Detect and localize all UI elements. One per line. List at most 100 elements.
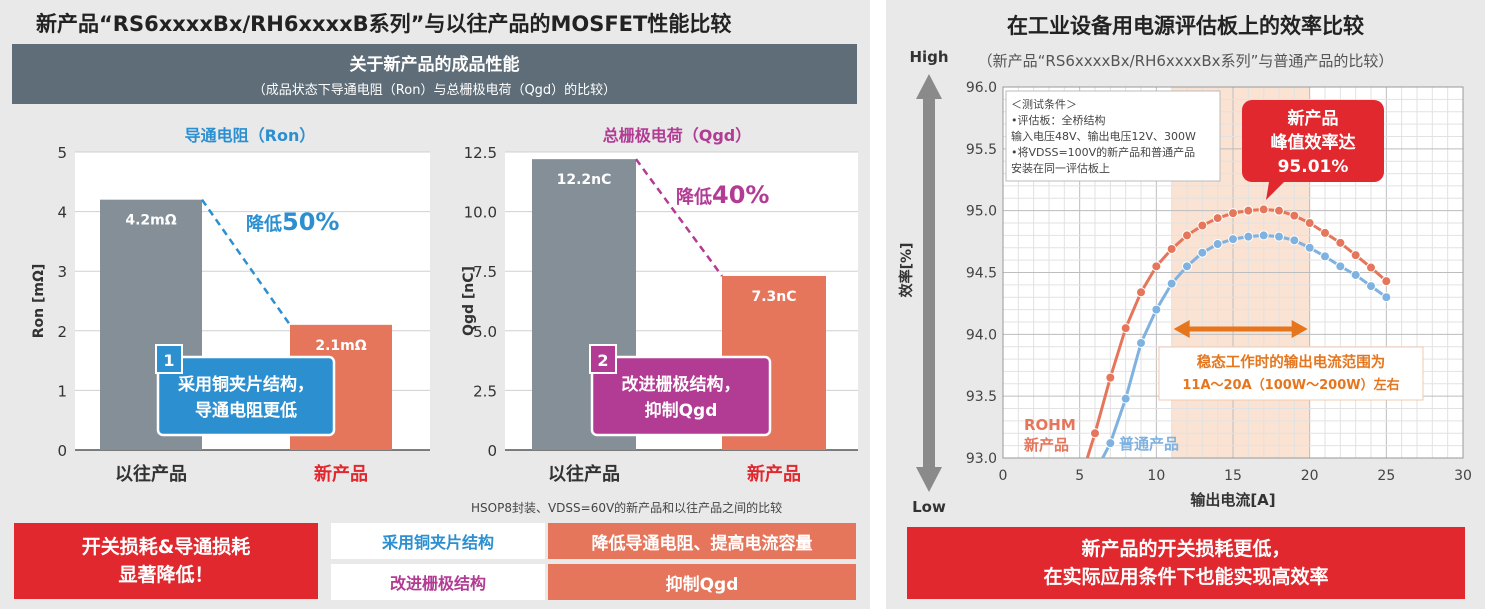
plot-border xyxy=(1002,86,1464,459)
y-tick-label: 94.0 xyxy=(966,327,997,343)
reduction-value: 40% xyxy=(712,181,769,209)
callout-text: 抑制Qgd xyxy=(645,400,718,421)
y-tick-label: 93.0 xyxy=(966,451,997,467)
efficiency-chart-subtitle: （新产品“RS6xxxxBx/RH6xxxxBx系列”与普通产品的比较） xyxy=(977,52,1394,70)
x-axis-label: 输出电流[A] xyxy=(1190,491,1275,509)
y-tick-label: 5 xyxy=(57,144,67,162)
efficiency-line-chart: 93.0 93.5 94.0 94.5 95.0 95.5 96.0 0 5 10 15 20 25 30… xyxy=(898,48,1472,516)
axis-arrow-shaft xyxy=(923,95,935,471)
y-tick-label: 96.0 xyxy=(966,80,997,96)
data-point xyxy=(1381,276,1392,287)
efficiency-summary-box: 新产品的开关损耗更低， 在实际应用条件下也能实现高效率 xyxy=(907,527,1465,599)
data-point xyxy=(1105,372,1116,383)
axis-low-label: Low xyxy=(912,498,946,516)
band-subtitle: （成品状态下导通电阻（Ron）与总栅极电荷（Qgd）的比较） xyxy=(252,83,617,98)
y-tick-label: 10.0 xyxy=(464,204,497,222)
peak-label-text: 95.01% xyxy=(1278,157,1349,177)
callout-text: 导通电阻更低 xyxy=(195,400,297,421)
callout-text: 采用铜夹片结构， xyxy=(177,374,314,395)
x-category-label: 新产品 xyxy=(314,463,368,485)
x-tick-label: 10 xyxy=(1147,468,1165,484)
series-label-rohm: 新产品 xyxy=(1024,436,1069,454)
range-label-text: 稳态工作时的输出电流范围为 xyxy=(1197,353,1386,371)
peak-label-text: 峰值效率达 xyxy=(1271,132,1356,153)
y-tick-label: 1 xyxy=(57,382,67,400)
range-label-box xyxy=(1158,346,1424,401)
loss-summary-line-1: 开关损耗&导通损耗 xyxy=(81,536,251,558)
series-label-standard: 普通产品 xyxy=(1119,435,1179,453)
data-point xyxy=(1182,261,1192,272)
test-condition-line: •将VDSS=100V的新产品和普通产品 xyxy=(1011,145,1195,159)
data-point xyxy=(1289,210,1300,221)
bar-value-label: 7.3nC xyxy=(751,289,796,305)
x-tick-label: 25 xyxy=(1377,468,1395,484)
data-point xyxy=(1274,231,1284,242)
callout-number: 2 xyxy=(597,351,608,370)
data-point xyxy=(1120,393,1131,404)
range-arrow-left xyxy=(1173,320,1190,338)
data-point xyxy=(1228,208,1238,219)
data-point xyxy=(1320,227,1330,238)
y-tick-label: 2.5 xyxy=(473,382,497,400)
x-tick-label: 5 xyxy=(1075,468,1084,484)
loss-summary-line-2: 显著降低！ xyxy=(118,564,214,586)
data-point xyxy=(1197,247,1208,258)
callout-number-badge xyxy=(155,344,183,374)
ron-chart-title: 导通电阻（Ron） xyxy=(184,126,316,145)
reduction-line xyxy=(634,158,724,277)
data-point xyxy=(1136,337,1146,348)
axis-arrow-up xyxy=(916,74,942,99)
data-point xyxy=(1320,251,1330,262)
axis-arrow-down xyxy=(916,467,942,492)
left-header-band: 关于新产品的成品性能 （成品状态下导通电阻（Ron）与总栅极电荷（Qgd）的比较… xyxy=(12,44,857,104)
peak-label-text: 新产品 xyxy=(1288,108,1339,129)
x-tick-label: 0 xyxy=(999,468,1008,484)
data-point xyxy=(1105,438,1116,449)
x-tick-label: 30 xyxy=(1454,468,1472,484)
y-axis-label: Qgd [nC] xyxy=(461,266,477,336)
peak-callout-box xyxy=(1242,100,1384,182)
y-tick-label: 93.5 xyxy=(966,389,997,405)
y-tick-label: 0 xyxy=(487,442,497,460)
callout-number: 1 xyxy=(163,351,174,370)
efficiency-summary-line-2: 在实际应用条件下也能实现高效率 xyxy=(1043,566,1329,588)
y-axis-label: 效率[%] xyxy=(898,243,915,298)
data-point xyxy=(1289,235,1300,246)
x-category-label: 以往产品 xyxy=(548,463,620,485)
y-tick-label: 3 xyxy=(57,263,67,281)
x-category-label: 新产品 xyxy=(747,463,801,485)
x-category-label: 以往产品 xyxy=(115,463,187,485)
data-point xyxy=(1212,213,1223,224)
reduction-label: 降低50% xyxy=(246,208,339,236)
data-point xyxy=(1120,323,1131,334)
data-point xyxy=(1151,261,1162,272)
x-tick-label: 20 xyxy=(1301,468,1319,484)
test-condition-line: •评估板：全桥结构 xyxy=(1011,113,1106,127)
x-tick-label: 15 xyxy=(1224,468,1242,484)
feature-1-effect: 降低导通电阻、提高电流容量 xyxy=(548,523,856,559)
mosfet-comparison-panel: 新产品“RS6xxxxBx/RH6xxxxB系列”与以往产品的MOSFET性能比… xyxy=(0,0,870,609)
y-tick-label: 7.5 xyxy=(473,263,497,281)
test-condition-line: ＜测试条件＞ xyxy=(1011,97,1077,111)
series-label-rohm: ROHM xyxy=(1024,416,1076,434)
bar-value-label: 4.2mΩ xyxy=(125,213,176,229)
y-axis-label: Ron [mΩ] xyxy=(31,264,47,339)
footnote: HSOP8封装、VDSS=60V的新产品和以往产品之间的比较 xyxy=(471,501,783,515)
y-tick-label: 95.0 xyxy=(966,204,997,220)
feature-2-name: 改进栅极结构 xyxy=(331,564,545,600)
data-point xyxy=(1136,287,1146,298)
data-point xyxy=(1151,304,1162,315)
data-point xyxy=(1182,230,1192,241)
data-point xyxy=(1166,244,1177,255)
data-point xyxy=(1258,230,1269,241)
range-label-text: 11A～20A（100W～200W）左右 xyxy=(1182,377,1399,393)
feature-1-name-text: 采用铜夹片结构 xyxy=(381,533,494,552)
y-tick-label: 4 xyxy=(57,204,67,222)
data-point xyxy=(1243,205,1254,216)
data-point xyxy=(1090,428,1100,439)
data-point xyxy=(1366,262,1376,273)
bar-value-label: 12.2nC xyxy=(557,172,612,188)
feature-2-effect-text: 抑制Qgd xyxy=(665,574,739,595)
test-conditions-box xyxy=(1005,90,1221,182)
data-point xyxy=(1166,278,1177,289)
